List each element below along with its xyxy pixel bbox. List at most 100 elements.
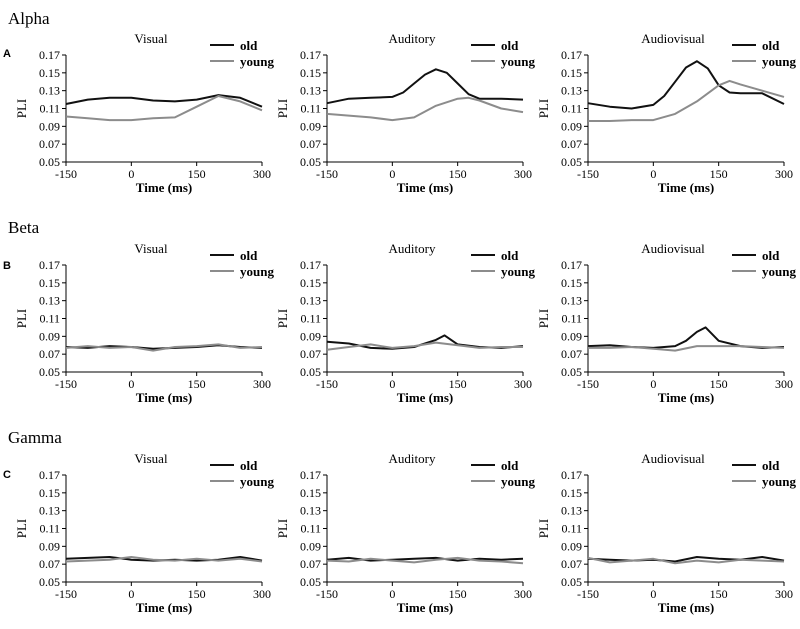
y-tick-label: 0.09 xyxy=(39,539,60,553)
x-tick-label: 0 xyxy=(650,587,656,601)
legend-label-old: old xyxy=(762,248,780,263)
x-tick-label: 300 xyxy=(775,587,793,601)
x-tick-label: 300 xyxy=(253,167,271,181)
x-tick-label: 0 xyxy=(389,587,395,601)
panel-title: Visual xyxy=(134,31,168,46)
y-tick-label: 0.17 xyxy=(300,258,321,272)
y-tick-label: 0.13 xyxy=(39,294,60,308)
y-axis-label: PLI xyxy=(14,309,29,329)
panel-gamma-auditory: 0.05 0.07 0.09 0.11 0.13 0.15 0.17 -150 0 150 300 T… xyxy=(275,451,535,615)
y-tick-label: 0.05 xyxy=(561,365,582,379)
x-tick-label: 150 xyxy=(710,587,728,601)
series-line-young xyxy=(587,556,785,565)
y-tick-label: 0.07 xyxy=(300,137,321,151)
x-tick-label: 150 xyxy=(710,377,728,391)
x-tick-label: 0 xyxy=(128,167,134,181)
band-title-alpha: Alpha xyxy=(8,9,50,28)
y-tick-label: 0.17 xyxy=(39,468,60,482)
y-tick-label: 0.15 xyxy=(561,486,582,500)
x-axis-label: Time (ms) xyxy=(397,390,453,405)
series-line-young xyxy=(588,345,785,352)
panel-title: Auditory xyxy=(389,241,436,256)
y-tick-label: 0.07 xyxy=(300,557,321,571)
x-tick-label: 0 xyxy=(650,377,656,391)
x-tick-label: 150 xyxy=(188,587,206,601)
y-tick-label: 0.15 xyxy=(39,276,60,290)
y-tick-label: 0.11 xyxy=(300,522,321,536)
x-tick-label: -150 xyxy=(316,377,338,391)
y-tick-label: 0.07 xyxy=(561,137,582,151)
panel-title: Audiovisual xyxy=(641,31,705,46)
y-axis-label: PLI xyxy=(14,99,29,119)
panel-alpha-visual: 0.05 0.07 0.09 0.11 0.13 0.15 0.17 -150 0 150 300 T… xyxy=(14,31,274,195)
y-tick-label: 0.17 xyxy=(561,258,582,272)
y-axis-label: PLI xyxy=(536,519,551,539)
y-tick-label: 0.15 xyxy=(300,66,321,80)
legend-label-old: old xyxy=(501,248,519,263)
y-tick-label: 0.11 xyxy=(561,522,582,536)
y-axis-label: PLI xyxy=(275,519,290,539)
y-tick-label: 0.11 xyxy=(39,102,60,116)
x-tick-label: 0 xyxy=(389,377,395,391)
y-tick-label: 0.09 xyxy=(561,119,582,133)
y-axis-label: PLI xyxy=(275,309,290,329)
panel-letter-c: C xyxy=(3,469,11,481)
legend-label-old: old xyxy=(501,458,519,473)
panel-gamma-audiovisual: 0.05 0.07 0.09 0.11 0.13 0.15 0.17 -150 0 150 300 T… xyxy=(536,451,796,615)
y-tick-label: 0.05 xyxy=(561,575,582,589)
y-tick-label: 0.07 xyxy=(39,557,60,571)
y-tick-label: 0.15 xyxy=(39,486,60,500)
panel-letter-a: A xyxy=(3,48,11,60)
y-tick-label: 0.13 xyxy=(561,294,582,308)
series-line-old xyxy=(587,60,785,110)
y-tick-label: 0.13 xyxy=(39,504,60,518)
series-line-young xyxy=(588,79,785,122)
legend-label-old: old xyxy=(762,38,780,53)
x-axis-label: Time (ms) xyxy=(136,390,192,405)
x-axis-label: Time (ms) xyxy=(658,390,714,405)
x-tick-label: 300 xyxy=(253,587,271,601)
x-axis-label: Time (ms) xyxy=(136,180,192,195)
y-tick-label: 0.05 xyxy=(300,155,321,169)
x-tick-label: 150 xyxy=(449,587,467,601)
y-tick-label: 0.17 xyxy=(300,48,321,62)
panel-beta-audiovisual: 0.05 0.07 0.09 0.11 0.13 0.15 0.17 -150 0 150 300 T… xyxy=(536,241,796,405)
legend-label-young: young xyxy=(762,474,796,489)
y-axis-label: PLI xyxy=(14,519,29,539)
x-tick-label: -150 xyxy=(55,377,77,391)
y-tick-label: 0.13 xyxy=(300,84,321,98)
panel-title: Visual xyxy=(134,241,168,256)
series-line-old xyxy=(326,68,524,105)
y-tick-label: 0.09 xyxy=(561,539,582,553)
y-tick-label: 0.11 xyxy=(561,102,582,116)
y-tick-label: 0.09 xyxy=(300,539,321,553)
legend-label-young: young xyxy=(240,474,274,489)
y-tick-label: 0.13 xyxy=(561,504,582,518)
legend-label-old: old xyxy=(240,458,258,473)
x-tick-label: 0 xyxy=(128,587,134,601)
legend-label-old: old xyxy=(501,38,519,53)
y-tick-label: 0.11 xyxy=(300,312,321,326)
y-axis-label: PLI xyxy=(536,99,551,119)
series-line-young xyxy=(65,556,263,563)
y-tick-label: 0.07 xyxy=(561,557,582,571)
series-line-young xyxy=(326,96,524,122)
y-tick-label: 0.07 xyxy=(300,347,321,361)
panel-letter-b: B xyxy=(3,260,11,272)
x-tick-label: -150 xyxy=(577,167,599,181)
x-tick-label: -150 xyxy=(316,167,338,181)
y-tick-label: 0.09 xyxy=(300,119,321,133)
y-tick-label: 0.11 xyxy=(300,102,321,116)
y-tick-label: 0.05 xyxy=(39,155,60,169)
x-tick-label: 300 xyxy=(775,167,793,181)
y-axis-label: PLI xyxy=(536,309,551,329)
y-tick-label: 0.17 xyxy=(561,48,582,62)
x-tick-label: 150 xyxy=(449,167,467,181)
legend-label-young: young xyxy=(501,54,535,69)
y-tick-label: 0.09 xyxy=(39,329,60,343)
panel-alpha-audiovisual: 0.05 0.07 0.09 0.11 0.13 0.15 0.17 -150 0 150 300 T… xyxy=(536,31,796,195)
legend-label-old: old xyxy=(762,458,780,473)
series-line-young xyxy=(326,341,523,351)
y-tick-label: 0.05 xyxy=(300,365,321,379)
y-tick-label: 0.05 xyxy=(300,575,321,589)
